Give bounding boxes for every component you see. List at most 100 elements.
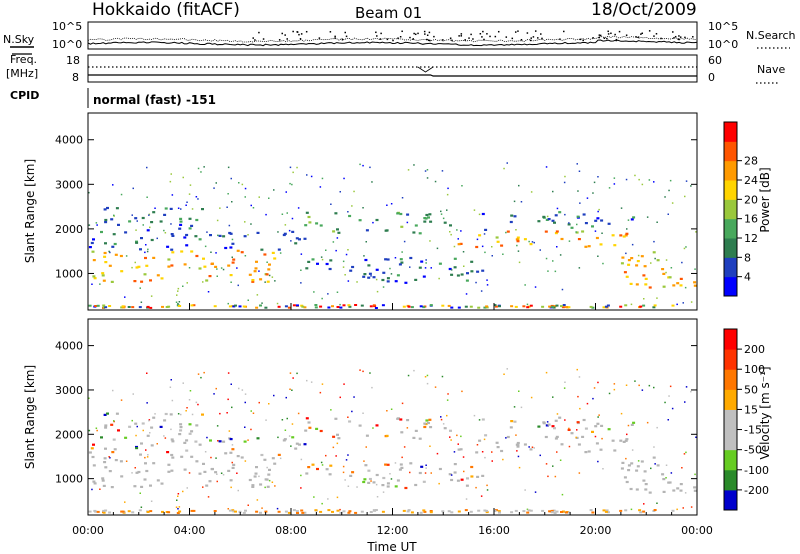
power-cell [500,244,504,247]
velocity-near-range-cell [301,511,305,514]
power-cell [179,217,183,220]
power-near-range-cell [232,305,236,308]
velocity-cell [140,485,144,488]
velocity-speck [627,424,630,427]
power-speck [561,288,564,291]
velocity-colorbar-segment [724,469,737,491]
velocity-cell [577,443,581,446]
power-colorbar-tick-label: 20 [744,193,758,206]
velocity-cell [119,460,123,463]
velocity-speck [215,387,217,390]
power-speck [362,164,364,167]
velocity-cell [661,473,665,476]
velocity-speck [297,412,300,415]
noise-outlier-dot [427,39,430,42]
noise-outlier-dot [344,31,347,34]
power-speck [176,294,178,296]
velocity-speck [518,466,521,469]
power-speck [169,180,172,183]
power-speck [461,185,463,187]
velocity-cell [625,480,629,484]
velocity-speck [426,382,429,385]
velocity-speck [339,396,341,399]
velocity-cell [630,423,634,426]
velocity-cell [481,474,485,477]
velocity-speck [625,384,628,386]
velocity-cell [582,418,586,422]
velocity-speck [215,457,217,459]
power-cell [236,249,240,252]
power-cell [183,263,187,266]
power-near-range-cell [122,306,126,309]
power-speck [483,233,486,235]
power-cell [110,218,114,221]
power-cell [358,219,362,222]
velocity-speck [665,464,668,466]
power-cell [457,243,461,246]
velocity-speck [552,396,554,398]
power-speck [164,232,167,234]
velocity-near-range-cell [121,510,125,513]
power-cell [144,256,147,260]
power-cell [423,220,427,223]
power-colorbar-tick-label: 28 [744,155,758,168]
noise-outlier-dot [460,33,463,35]
velocity-cell [222,440,226,443]
power-near-range-cell [347,304,351,307]
velocity-cell [358,424,362,427]
power-speck [564,175,566,178]
velocity-cell [170,438,174,441]
velocity-speck [170,379,172,381]
velocity-speck [342,471,345,474]
velocity-near-range-cell [552,509,556,512]
velocity-speck [289,388,291,390]
power-speck [215,252,217,254]
velocity-cell [450,478,454,482]
velocity-near-range-cell [327,509,331,512]
velocity-near-range-cell [331,510,334,513]
velocity-cell [567,428,571,431]
power-cell [644,283,648,286]
power-speck [638,178,640,181]
velocity-colorbar-tick-label: 15 [744,403,758,416]
velocity-cell [523,443,527,446]
power-speck [285,191,287,193]
power-near-range-cell [407,305,411,308]
velocity-speck [154,413,156,415]
power-speck [453,245,456,248]
velocity-near-range-cell [550,509,554,512]
velocity-cell [283,438,287,441]
power-near-range-cell [602,306,606,309]
power-speck [631,243,634,246]
power-speck [210,251,212,253]
velocity-cell [625,438,629,441]
power-near-range-cell [354,304,358,306]
velocity-near-range-cell [131,511,135,514]
velocity-near-range-cell [149,510,153,513]
power-speck [108,250,110,253]
power-cell [180,250,184,253]
velocity-cell [599,448,603,451]
power-near-range-cell [552,306,556,309]
power-cell [141,216,145,220]
velocity-cell [422,480,426,483]
velocity-speck [291,389,293,391]
power-speck [401,197,404,199]
velocity-near-range-cell [561,510,565,513]
velocity-cell [429,426,433,429]
power-speck [321,297,323,300]
power-cell [385,229,389,232]
velocity-near-range-cell [176,512,180,514]
power-speck [546,215,549,218]
velocity-cell [418,437,422,440]
velocity-speck [554,475,557,478]
power-cell [254,267,258,270]
velocity-cell [644,483,648,486]
velocity-speck [261,507,263,509]
power-cell [139,248,142,251]
power-speck [284,224,287,226]
velocity-speck [325,454,327,457]
power-near-range-cell [653,304,657,307]
